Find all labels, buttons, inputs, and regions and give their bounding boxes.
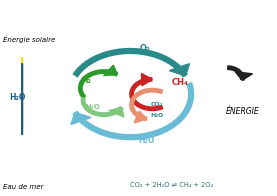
Text: CO₂ + 2H₂O ⇌ CH₄ + 2O₂: CO₂ + 2H₂O ⇌ CH₄ + 2O₂ [130, 182, 213, 188]
Polygon shape [71, 112, 91, 124]
Polygon shape [134, 111, 147, 123]
Text: CH₄: CH₄ [172, 78, 188, 87]
Text: Énergie solaire: Énergie solaire [3, 36, 55, 43]
Text: H₂O: H₂O [85, 104, 100, 110]
Polygon shape [104, 65, 117, 75]
Polygon shape [109, 107, 124, 117]
Text: ÉNERGIE: ÉNERGIE [225, 107, 259, 116]
Text: H₂: H₂ [81, 76, 91, 85]
Text: Eau de mer: Eau de mer [3, 184, 43, 190]
Text: O₂: O₂ [140, 44, 151, 53]
Polygon shape [169, 64, 189, 76]
Text: CO₂
+
H₂O: CO₂ + H₂O [151, 102, 164, 118]
Text: H₂O: H₂O [138, 136, 155, 145]
Polygon shape [142, 74, 152, 86]
Text: H₂O: H₂O [10, 93, 26, 103]
Polygon shape [235, 72, 252, 80]
